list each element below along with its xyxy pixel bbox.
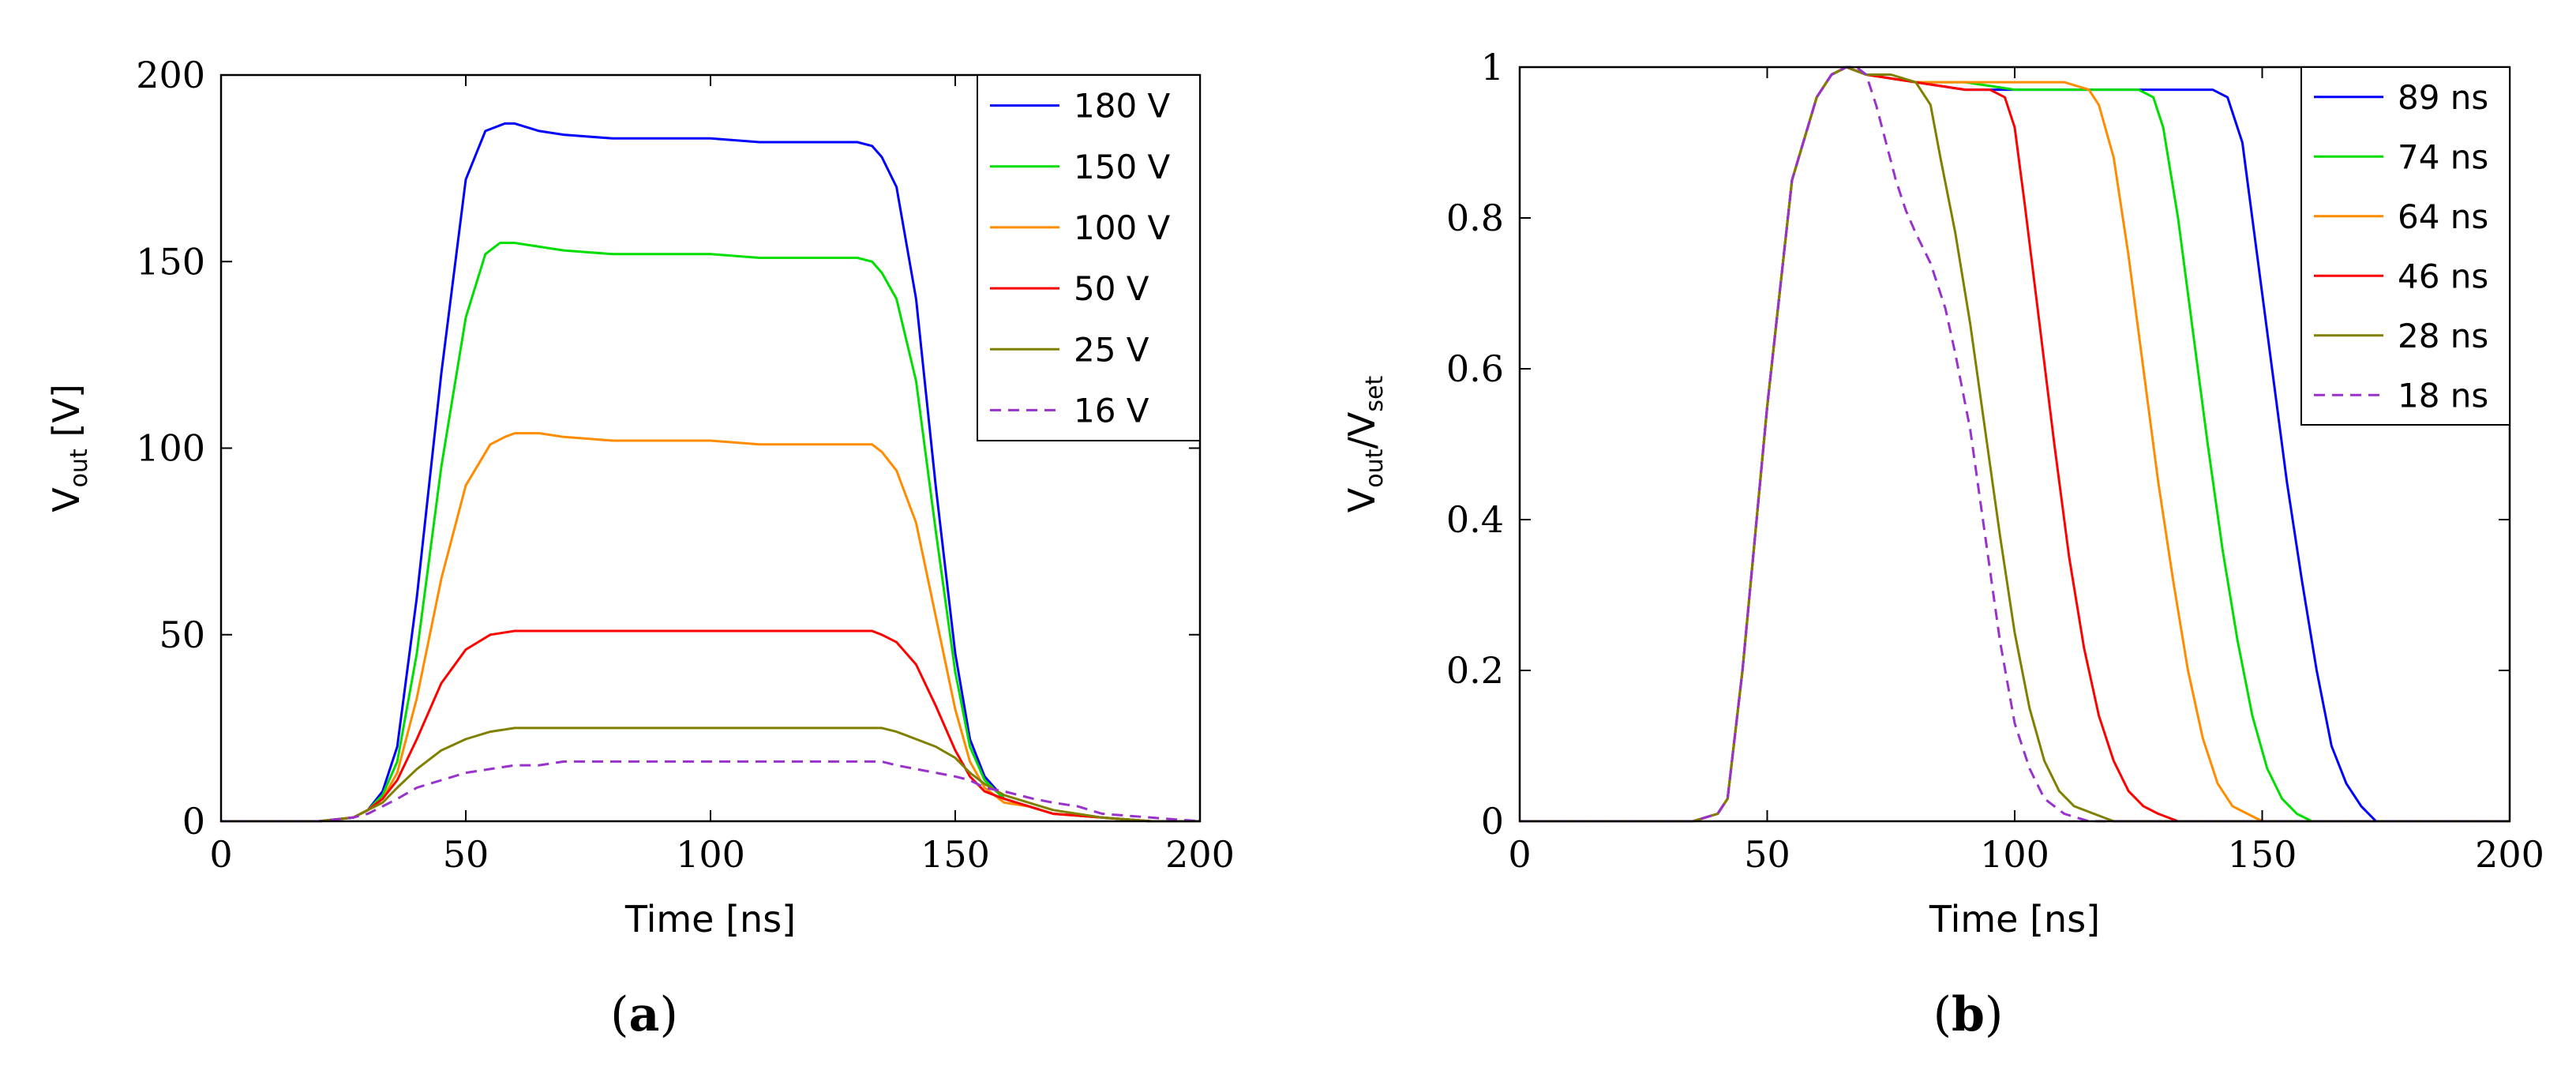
y-label-sub: out bbox=[66, 449, 93, 487]
y-tick-label: 0.2 bbox=[1446, 649, 1504, 692]
series-line-28-ns bbox=[1520, 66, 2510, 823]
series-line-100-v bbox=[221, 432, 1200, 823]
series-line-18-ns bbox=[1520, 66, 2510, 823]
x-tick-label: 100 bbox=[676, 833, 745, 876]
x-tick-label: 0 bbox=[1508, 833, 1531, 876]
y-tick-label: 0 bbox=[1481, 800, 1504, 843]
chart-a-svg: 0 50 100 150 200 0 50 100 150 200 Time [ns] Vout [V… bbox=[45, 54, 1235, 940]
y-tick-label: 0.8 bbox=[1446, 197, 1504, 239]
y-tick-label: 150 bbox=[136, 240, 205, 283]
y-label-main: V bbox=[1340, 487, 1383, 512]
caption-a-close: ) bbox=[659, 987, 678, 1042]
caption-a-letter: a bbox=[628, 987, 660, 1042]
series-line-50-v bbox=[221, 629, 1200, 823]
y-tick-label: 0.6 bbox=[1446, 347, 1504, 390]
y-tick-label: 100 bbox=[136, 427, 205, 470]
y-tick-label: 1 bbox=[1481, 46, 1504, 88]
y-tick-label: 0.4 bbox=[1446, 498, 1504, 541]
legend-label-16-v: 16 V bbox=[1074, 391, 1149, 430]
panel-b-caption: (b) bbox=[1889, 987, 2047, 1042]
caption-a-open: ( bbox=[610, 987, 629, 1042]
legend-label-89-ns: 89 ns bbox=[2398, 78, 2488, 117]
y-axis-label: Vout [V] bbox=[45, 384, 93, 512]
legend-label-74-ns: 74 ns bbox=[2398, 137, 2488, 176]
x-tick-label: 50 bbox=[1744, 833, 1790, 876]
x-tick-label: 150 bbox=[921, 833, 990, 876]
chart-panel-a: 0 50 100 150 200 0 50 100 150 200 Time [ns] Vout [V… bbox=[45, 54, 1235, 1042]
x-axis-label: Time [ns] bbox=[1929, 898, 2100, 940]
y-label-sub2: set bbox=[1361, 376, 1389, 412]
y-label-sub: out bbox=[1361, 449, 1389, 487]
caption-b-letter: b bbox=[1952, 987, 1985, 1042]
legend-label-64-ns: 64 ns bbox=[2398, 197, 2488, 236]
x-tick-label: 50 bbox=[443, 833, 489, 876]
x-tick-label: 0 bbox=[209, 833, 232, 876]
series-line-180-v bbox=[221, 122, 1200, 823]
series-line-16-v bbox=[221, 760, 1201, 823]
caption-b-close: ) bbox=[1984, 987, 2004, 1042]
x-tick-label: 100 bbox=[1980, 833, 2049, 876]
legend-label-25-v: 25 V bbox=[1074, 330, 1149, 369]
legend-label-180-v: 180 V bbox=[1074, 87, 1171, 126]
x-tick-label: 150 bbox=[2228, 833, 2297, 876]
y-label-div: /V bbox=[1340, 411, 1383, 449]
y-label-unit: [V] bbox=[45, 384, 88, 449]
y-axis-label: Vout/Vset bbox=[1340, 376, 1389, 513]
x-axis-label: Time [ns] bbox=[624, 898, 796, 940]
chart-b-svg: 0 50 100 150 200 0 0.2 0.4 0.6 0.8 1 Time [ns] Vout/… bbox=[1340, 46, 2544, 940]
legend-label-18-ns: 18 ns bbox=[2398, 376, 2488, 415]
legend-label-100-v: 100 V bbox=[1074, 208, 1171, 247]
legend-label-28-ns: 28 ns bbox=[2398, 317, 2488, 355]
legend-label-46-ns: 46 ns bbox=[2398, 257, 2488, 295]
legend-box bbox=[2300, 66, 2510, 426]
y-tick-label: 50 bbox=[159, 614, 205, 656]
legend-label-50-v: 50 V bbox=[1074, 269, 1149, 308]
x-tick-label: 200 bbox=[2475, 833, 2544, 876]
panel-a-caption: (a) bbox=[565, 987, 723, 1042]
caption-b-open: ( bbox=[1933, 987, 1952, 1042]
legend-label-150-v: 150 V bbox=[1074, 148, 1171, 186]
series-line-25-v bbox=[221, 726, 1200, 823]
y-label-main: V bbox=[45, 487, 88, 512]
x-tick-label: 200 bbox=[1165, 833, 1235, 876]
y-tick-label: 0 bbox=[182, 800, 205, 843]
y-tick-label: 200 bbox=[136, 54, 205, 96]
legend-box bbox=[977, 74, 1201, 441]
chart-panel-b: 0 50 100 150 200 0 0.2 0.4 0.6 0.8 1 Time [ns] Vout/… bbox=[1288, 0, 2576, 1070]
